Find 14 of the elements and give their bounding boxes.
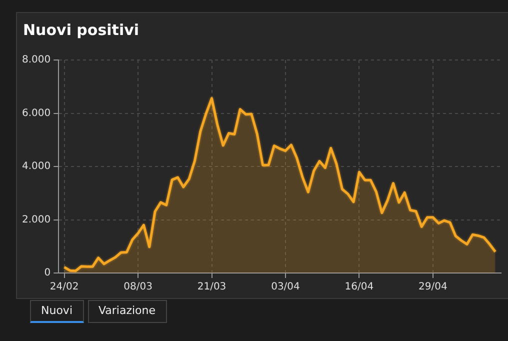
x-tick-label: 21/03 (197, 282, 226, 293)
y-tick-label: 8.000 (22, 54, 51, 66)
text: Nuovi (30, 300, 84, 323)
x-tick-label: 16/04 (344, 282, 374, 293)
text: Variazione (88, 300, 167, 323)
chart-title: Nuovi positivi (23, 21, 140, 39)
y-tick-label: 6.000 (22, 108, 51, 119)
x-tick-label: 24/02 (50, 282, 79, 293)
y-tick-label: 4.000 (22, 161, 51, 172)
x-tick-label: 03/04 (271, 282, 300, 293)
y-tick-label: 0 (44, 268, 51, 279)
x-tick-label: 08/03 (124, 282, 152, 293)
x-tick-label: 29/04 (418, 282, 448, 293)
y-tick-label: 2.000 (22, 214, 51, 226)
